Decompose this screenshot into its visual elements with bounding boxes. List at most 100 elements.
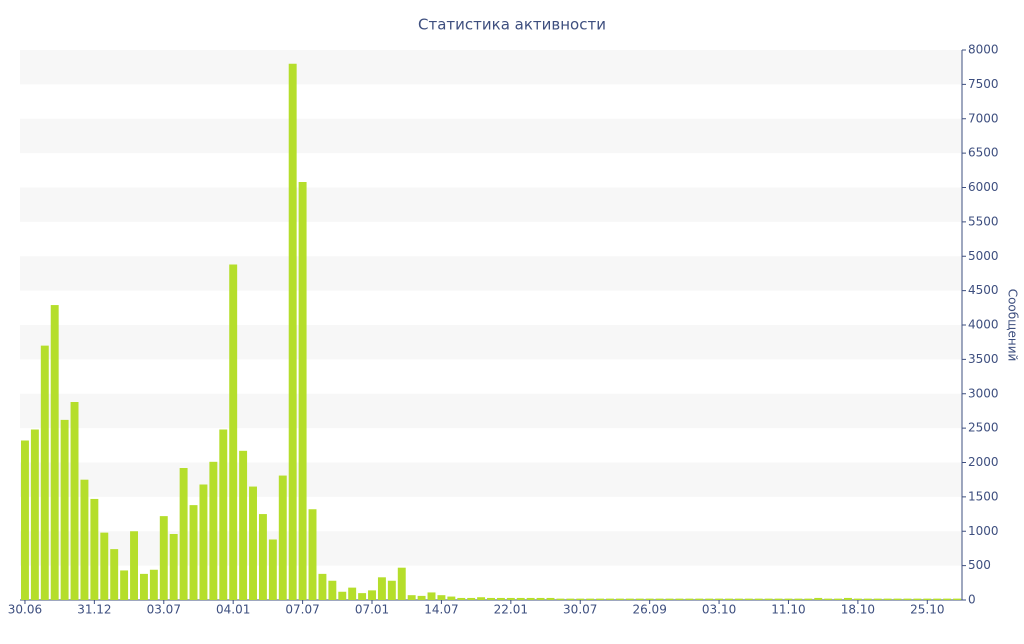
x-tick-label: 31.12	[77, 603, 111, 617]
bar	[130, 531, 138, 600]
y-tick-label: 3500	[968, 352, 999, 366]
y-tick-label: 2500	[968, 421, 999, 435]
bar	[794, 598, 803, 600]
y-tick-label: 1500	[968, 489, 999, 503]
y-tick-label: 3000	[968, 386, 999, 400]
bar	[358, 593, 367, 600]
bar	[665, 598, 674, 600]
bar	[487, 597, 495, 600]
x-tick-label: 26.09	[632, 603, 666, 617]
bar	[873, 598, 882, 600]
bar	[477, 597, 486, 600]
grid-band	[20, 462, 962, 497]
bar	[814, 597, 823, 600]
bar	[258, 514, 267, 600]
bar	[199, 484, 208, 600]
y-tick-label: 4000	[968, 318, 999, 332]
x-tick-label: 03.10	[702, 603, 736, 617]
grid-band	[20, 256, 962, 291]
bar	[695, 598, 704, 600]
bar	[308, 509, 317, 600]
x-tick-label: 03.07	[147, 603, 181, 617]
bar	[239, 450, 248, 600]
bar	[288, 63, 297, 600]
bar	[169, 534, 178, 600]
y-tick-label: 7000	[968, 111, 999, 125]
x-tick-label: 07.07	[285, 603, 319, 617]
x-tick-label: 07.01	[355, 603, 389, 617]
bar	[863, 598, 872, 600]
y-tick-label: 5500	[968, 214, 999, 228]
y-tick-label: 6000	[968, 180, 999, 194]
bar	[913, 598, 922, 600]
bar	[298, 182, 307, 600]
y-tick-label: 6500	[968, 146, 999, 160]
bar	[407, 595, 416, 600]
bar	[685, 598, 694, 600]
bar	[516, 597, 525, 600]
bar	[536, 597, 545, 600]
bar	[734, 598, 743, 600]
bar	[278, 475, 287, 600]
bar	[318, 573, 327, 600]
bar	[496, 597, 505, 600]
bar	[784, 598, 793, 600]
bar	[596, 598, 605, 600]
bar	[80, 479, 89, 600]
bar	[506, 597, 515, 600]
grid-band	[20, 118, 962, 154]
bar	[219, 429, 228, 600]
bar	[189, 505, 198, 600]
bar	[893, 598, 902, 600]
y-tick-label: 7500	[968, 77, 999, 91]
bar	[427, 592, 436, 600]
bar	[268, 539, 277, 600]
bar	[40, 345, 49, 600]
bar	[953, 598, 962, 600]
bar	[744, 598, 753, 600]
bar	[179, 468, 188, 600]
bar	[20, 440, 29, 600]
x-tick-label: 04.01	[216, 603, 250, 617]
chart-title: Статистика активности	[418, 16, 606, 34]
bar	[844, 597, 852, 600]
bar	[715, 598, 724, 600]
bar	[774, 598, 783, 600]
bar	[368, 590, 376, 600]
bar	[397, 567, 406, 600]
bar	[90, 498, 99, 600]
bar	[834, 598, 843, 600]
bar	[377, 577, 386, 600]
x-tick-label: 22.01	[494, 603, 528, 617]
bar	[229, 264, 238, 600]
bar	[556, 598, 565, 600]
bar	[387, 580, 396, 600]
bar	[209, 461, 218, 600]
bar	[447, 596, 456, 600]
bar	[705, 598, 714, 600]
bar	[526, 597, 535, 600]
bar	[457, 597, 466, 600]
bar	[615, 598, 624, 600]
y-tick-label: 500	[968, 558, 991, 572]
x-tick-label: 18.10	[841, 603, 875, 617]
y-tick-label: 2000	[968, 455, 999, 469]
bar	[625, 598, 634, 600]
y-tick-label: 4500	[968, 283, 999, 297]
bar	[159, 516, 168, 600]
y-tick-label: 0	[968, 593, 976, 607]
bar	[100, 532, 109, 600]
bar	[348, 587, 357, 600]
bar	[546, 597, 555, 600]
bar	[30, 429, 39, 600]
y-tick-label: 1000	[968, 524, 999, 538]
bar	[110, 549, 119, 600]
bar	[804, 598, 813, 600]
bar	[566, 598, 575, 600]
bar	[576, 598, 585, 600]
bar	[467, 597, 476, 600]
bar	[853, 598, 862, 600]
bar	[923, 598, 932, 600]
bar	[675, 598, 684, 600]
